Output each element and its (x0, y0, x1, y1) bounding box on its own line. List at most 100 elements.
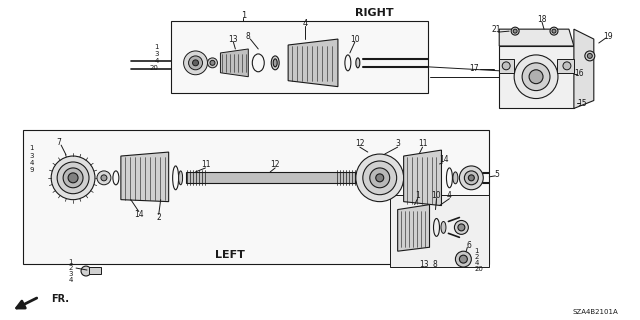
Circle shape (370, 168, 390, 188)
Circle shape (189, 56, 202, 70)
Circle shape (207, 58, 218, 68)
Text: 4: 4 (29, 160, 34, 166)
Text: FR.: FR. (51, 294, 69, 304)
Circle shape (51, 156, 95, 200)
Text: 11: 11 (418, 139, 428, 148)
Circle shape (529, 70, 543, 84)
Text: 13: 13 (228, 35, 238, 44)
Text: 8: 8 (246, 32, 251, 41)
Text: 3: 3 (68, 271, 73, 277)
Text: 1: 1 (68, 259, 73, 265)
Text: 3: 3 (154, 51, 159, 57)
Text: 4: 4 (154, 58, 159, 64)
Text: 4: 4 (303, 19, 308, 28)
Circle shape (522, 63, 550, 91)
Circle shape (456, 251, 471, 267)
Text: 15: 15 (577, 99, 587, 108)
Text: 11: 11 (201, 160, 211, 170)
Circle shape (363, 161, 397, 195)
Polygon shape (390, 195, 489, 267)
Text: 10: 10 (350, 35, 360, 44)
Text: 18: 18 (538, 15, 547, 24)
Text: RIGHT: RIGHT (355, 8, 394, 18)
Circle shape (465, 171, 478, 185)
Text: 17: 17 (470, 64, 479, 73)
Polygon shape (121, 152, 169, 202)
Text: 2: 2 (474, 254, 479, 260)
Circle shape (193, 60, 198, 66)
Polygon shape (171, 21, 428, 92)
Circle shape (184, 51, 207, 75)
Text: 10: 10 (431, 191, 442, 200)
Text: 13: 13 (419, 260, 428, 268)
Text: 2: 2 (68, 265, 73, 271)
Text: 1: 1 (154, 44, 159, 50)
Text: 14: 14 (440, 156, 449, 164)
Circle shape (563, 62, 571, 70)
Text: 1: 1 (474, 248, 479, 254)
Text: 1: 1 (29, 145, 34, 151)
Polygon shape (23, 130, 489, 264)
Polygon shape (404, 150, 442, 206)
Text: 4: 4 (447, 191, 452, 200)
Polygon shape (499, 59, 514, 73)
Text: 3: 3 (29, 153, 34, 159)
Text: 7: 7 (57, 138, 61, 147)
Text: SZA4B2101A: SZA4B2101A (573, 309, 619, 315)
Polygon shape (499, 46, 574, 108)
Polygon shape (288, 39, 338, 87)
Ellipse shape (356, 58, 360, 68)
Text: 21: 21 (492, 25, 501, 34)
Polygon shape (499, 29, 574, 46)
Polygon shape (557, 59, 574, 73)
Circle shape (511, 27, 519, 35)
Polygon shape (220, 49, 248, 77)
Circle shape (68, 173, 78, 183)
Circle shape (468, 175, 474, 181)
Circle shape (588, 53, 592, 58)
Polygon shape (574, 29, 594, 108)
Text: 14: 14 (134, 210, 143, 219)
Text: 2: 2 (156, 213, 161, 222)
Circle shape (81, 266, 91, 276)
Circle shape (97, 171, 111, 185)
Text: 8: 8 (432, 260, 437, 268)
Text: 20: 20 (474, 266, 483, 272)
Polygon shape (186, 172, 355, 183)
Ellipse shape (441, 221, 446, 233)
Circle shape (460, 255, 467, 263)
Ellipse shape (179, 171, 182, 185)
Text: 3: 3 (396, 139, 400, 148)
Circle shape (513, 29, 517, 33)
Circle shape (356, 154, 404, 202)
Circle shape (57, 162, 89, 194)
Circle shape (552, 29, 556, 33)
Circle shape (63, 168, 83, 188)
Text: 1: 1 (415, 191, 420, 200)
Text: 12: 12 (271, 160, 280, 170)
Text: 12: 12 (355, 139, 365, 148)
Text: 16: 16 (574, 69, 584, 78)
Ellipse shape (453, 172, 458, 184)
Circle shape (460, 166, 483, 190)
Circle shape (376, 174, 384, 182)
Text: 19: 19 (603, 32, 612, 41)
Text: 9: 9 (29, 167, 34, 173)
Circle shape (514, 55, 558, 99)
Circle shape (101, 175, 107, 181)
Polygon shape (89, 267, 101, 274)
Polygon shape (397, 204, 429, 251)
Ellipse shape (273, 59, 277, 67)
Circle shape (458, 224, 465, 231)
Text: 6: 6 (467, 241, 472, 250)
Text: 20: 20 (150, 65, 159, 71)
Circle shape (585, 51, 595, 61)
Ellipse shape (271, 56, 279, 70)
Text: LEFT: LEFT (216, 250, 245, 260)
Circle shape (210, 60, 215, 65)
Circle shape (550, 27, 558, 35)
Circle shape (502, 62, 510, 70)
Circle shape (454, 220, 468, 234)
Text: 5: 5 (495, 170, 500, 180)
Text: 4: 4 (68, 277, 73, 283)
